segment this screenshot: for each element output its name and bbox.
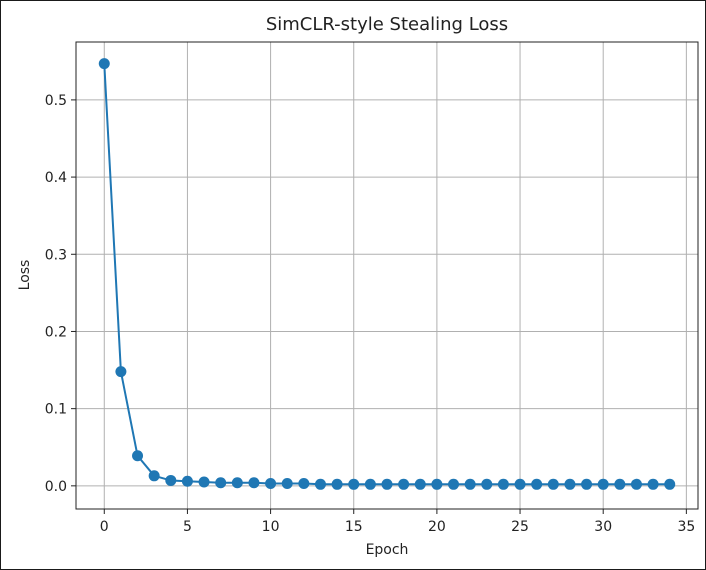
data-point bbox=[630, 478, 642, 490]
data-point bbox=[298, 478, 310, 490]
x-tick-label: 25 bbox=[511, 519, 529, 535]
data-point bbox=[564, 478, 576, 490]
series bbox=[98, 58, 676, 490]
data-point bbox=[165, 474, 177, 486]
y-tick-label: 0.3 bbox=[45, 247, 67, 263]
data-point bbox=[398, 478, 410, 490]
x-tick-label: 5 bbox=[183, 519, 192, 535]
y-axis-label: Loss bbox=[17, 260, 33, 291]
data-point bbox=[664, 478, 676, 490]
data-point bbox=[514, 478, 526, 490]
data-point bbox=[481, 478, 493, 490]
grid bbox=[76, 42, 698, 509]
chart-title: SimCLR-style Stealing Loss bbox=[266, 14, 508, 35]
y-tick-label: 0.2 bbox=[45, 324, 67, 340]
x-tick-label: 30 bbox=[594, 519, 612, 535]
data-point bbox=[597, 478, 609, 490]
data-point bbox=[181, 475, 193, 487]
data-point bbox=[98, 58, 110, 70]
data-point bbox=[431, 478, 443, 490]
x-tick-label: 10 bbox=[262, 519, 280, 535]
y-tick-label: 0.1 bbox=[45, 402, 67, 418]
data-point bbox=[331, 478, 343, 490]
x-tick-label: 20 bbox=[428, 519, 446, 535]
y-tick-label: 0.5 bbox=[45, 93, 67, 109]
y-tick-label: 0.0 bbox=[45, 479, 67, 495]
data-point bbox=[215, 477, 227, 489]
data-point bbox=[497, 478, 509, 490]
data-point bbox=[248, 477, 260, 489]
data-point bbox=[448, 478, 460, 490]
data-point bbox=[364, 478, 376, 490]
loss-series-line bbox=[103, 63, 670, 486]
data-point bbox=[464, 478, 476, 490]
axis-ticks: 0 5 10 15 20 25 30 35 0.0 0.1 0.2 0.3 0.4 0.5 bbox=[45, 93, 696, 535]
data-point bbox=[614, 478, 626, 490]
data-point bbox=[314, 478, 326, 490]
x-tick-label: 15 bbox=[345, 519, 363, 535]
x-axis-label: Epoch bbox=[366, 542, 409, 558]
y-tick-label: 0.4 bbox=[45, 170, 67, 186]
x-tick-label: 35 bbox=[677, 519, 695, 535]
data-point bbox=[531, 478, 543, 490]
data-point bbox=[115, 366, 127, 378]
data-point bbox=[547, 478, 559, 490]
data-point bbox=[647, 478, 659, 490]
data-point bbox=[281, 478, 293, 490]
data-point bbox=[381, 478, 393, 490]
data-point bbox=[132, 450, 144, 462]
data-point bbox=[348, 478, 360, 490]
plot-frame bbox=[75, 41, 699, 510]
data-point bbox=[414, 478, 426, 490]
x-tick-label: 0 bbox=[100, 519, 109, 535]
data-point bbox=[148, 470, 160, 482]
data-point bbox=[581, 478, 593, 490]
data-point bbox=[265, 478, 277, 490]
data-point bbox=[198, 476, 210, 488]
data-point bbox=[231, 477, 243, 489]
